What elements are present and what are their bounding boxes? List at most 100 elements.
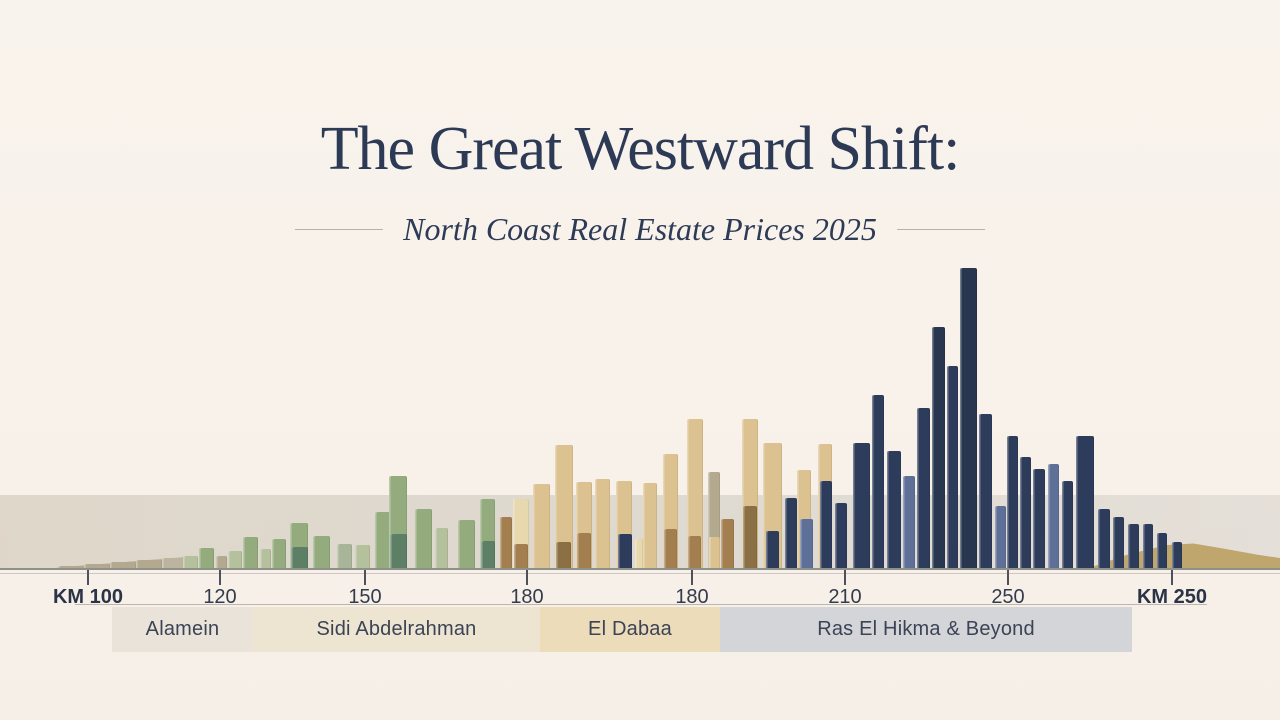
- bar: [618, 534, 632, 569]
- axis-tick-label: 150: [348, 586, 382, 608]
- bar: [272, 539, 286, 569]
- axis-tick-label: 120: [203, 586, 237, 608]
- bar: [577, 533, 591, 569]
- region-label: El Dabaa: [588, 618, 672, 640]
- region-segment-alamein: Alamein: [112, 607, 253, 652]
- bar: [835, 503, 847, 569]
- axis-tick-label: KM 100: [52, 586, 124, 608]
- region-label: Alamein: [145, 618, 220, 640]
- bar: [785, 498, 797, 569]
- x-axis-line-shadow: [0, 573, 1280, 574]
- bar: [556, 542, 571, 569]
- bar: [688, 536, 701, 569]
- bar: [228, 551, 242, 569]
- bar: [415, 509, 432, 569]
- bar: [872, 395, 884, 569]
- region-label: Ras El Hikma & Beyond: [817, 618, 1035, 640]
- bar: [635, 539, 643, 569]
- bar: [947, 366, 958, 569]
- bar: [766, 531, 779, 569]
- axis-tick: [1007, 570, 1009, 585]
- subtitle-rule-left: [295, 228, 384, 230]
- region-segment-el-dabaa: El Dabaa: [540, 607, 720, 652]
- region-band-top-rule: [75, 604, 1207, 605]
- bar: [375, 512, 390, 569]
- axis-tick: [364, 570, 366, 585]
- bar: [435, 528, 448, 569]
- region-segment-ras-el-hikma-beyond: Ras El Hikma & Beyond: [720, 607, 1132, 652]
- bar: [110, 562, 136, 569]
- region-segment-sidi-abdelrahman: Sidi Abdelrahman: [253, 607, 540, 652]
- axis-tick: [526, 570, 528, 585]
- bar: [1128, 524, 1139, 569]
- bar: [917, 408, 930, 569]
- axis-tick-label: 250: [991, 586, 1025, 608]
- axis-tick: [219, 570, 221, 585]
- bar: [514, 544, 528, 569]
- bar: [800, 519, 813, 569]
- bar: [1076, 436, 1094, 569]
- bar: [555, 445, 573, 569]
- bar: [481, 541, 495, 569]
- axis-tick-label: 210: [828, 586, 862, 608]
- bar: [932, 327, 945, 569]
- bar: [643, 483, 657, 569]
- bar: [1033, 469, 1045, 569]
- bar: [1020, 457, 1031, 569]
- bar: [1172, 542, 1182, 569]
- axis-tick: [1171, 570, 1173, 585]
- bar: [743, 506, 757, 569]
- bar: [390, 534, 407, 569]
- bar: [820, 481, 832, 569]
- bar: [960, 268, 977, 569]
- bar: [709, 537, 720, 569]
- bar: [721, 519, 734, 569]
- bar: [887, 451, 901, 569]
- bar: [1113, 517, 1124, 569]
- subtitle-row: North Coast Real Estate Prices 2025: [0, 210, 1280, 248]
- bar: [1098, 509, 1110, 569]
- axis-tick-label: 180: [510, 586, 544, 608]
- subtitle-rule-right: [896, 228, 985, 230]
- bar: [1048, 464, 1059, 569]
- x-axis-line: [0, 568, 1280, 570]
- bar: [162, 558, 184, 569]
- axis-tick: [691, 570, 693, 585]
- bar: [1157, 533, 1167, 569]
- bar: [687, 419, 703, 569]
- axis-tick: [844, 570, 846, 585]
- bar: [1062, 481, 1073, 569]
- bar: [199, 548, 214, 569]
- bar: [84, 564, 110, 569]
- bar: [1007, 436, 1018, 569]
- bar: [995, 506, 1006, 569]
- bar: [355, 545, 370, 569]
- axis-tick-label: 180: [675, 586, 709, 608]
- bar: [243, 537, 258, 569]
- bar: [337, 544, 352, 569]
- bar: [1143, 524, 1153, 569]
- bar: [979, 414, 992, 569]
- page-title: The Great Westward Shift:: [320, 115, 961, 183]
- axis-tick: [87, 570, 89, 585]
- bar: [291, 547, 308, 569]
- bar: [313, 536, 330, 569]
- bar: [903, 476, 915, 569]
- bar: [533, 484, 550, 569]
- bar: [260, 549, 271, 569]
- region-label: Sidi Abdelrahman: [316, 618, 477, 640]
- bar: [136, 560, 162, 569]
- bar: [458, 520, 475, 569]
- bar: [183, 556, 198, 569]
- bar: [853, 443, 870, 569]
- bar: [58, 566, 84, 569]
- bar: [595, 479, 610, 569]
- bar: [500, 517, 512, 569]
- axis-tick-label: KM 250: [1136, 586, 1208, 608]
- page-subtitle: North Coast Real Estate Prices 2025: [403, 211, 877, 247]
- bar: [664, 529, 677, 569]
